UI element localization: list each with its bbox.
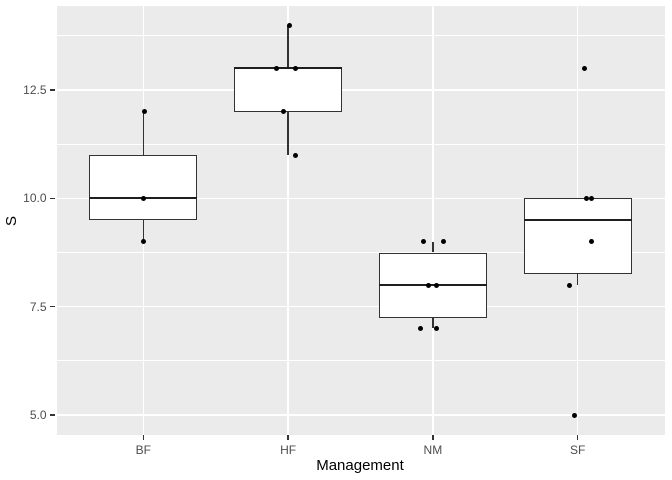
gridline-major-y [56,89,665,91]
box-BF [89,155,198,220]
gridline-major-x [287,5,289,435]
box-HF [234,68,343,112]
data-point [418,325,424,331]
data-point [588,195,594,201]
whisker-lower [576,274,579,285]
y-tick-mark [50,197,55,199]
gridline-minor-y [56,252,665,253]
data-point [273,65,279,71]
data-point [141,239,147,245]
data-point [571,412,577,418]
data-point [141,195,147,201]
median-line-NM [378,283,487,287]
x-axis-title: Management [316,457,404,474]
x-tick-mark [287,435,289,440]
gridline-major-y [56,414,665,416]
gridline-major-y [56,306,665,308]
data-point [441,239,447,245]
x-tick-mark [142,435,144,440]
whisker-lower [142,220,145,242]
x-tick-label: HF [280,443,297,457]
data-point [286,22,292,28]
data-point [433,282,439,288]
y-tick-mark [50,306,55,308]
whisker-upper [287,25,289,69]
gridline-minor-y [56,143,665,145]
median-line-HF [234,67,343,70]
y-tick-label: 12.5 [23,83,47,97]
data-point [434,325,440,331]
data-point [280,109,286,115]
y-axis-title: S [3,216,20,227]
x-tick-label: NM [423,443,443,457]
box-SF [523,198,632,275]
data-point [292,65,298,71]
whisker-upper [432,241,434,253]
x-tick-label: BF [135,443,152,457]
gridline-minor-y [56,35,665,37]
whisker-upper [142,111,145,155]
y-tick-mark [50,414,55,416]
data-point [583,195,589,201]
data-point [426,282,432,288]
gridline-minor-y [56,360,665,362]
gridline-major-x [432,5,434,435]
x-tick-label: SF [569,443,586,457]
data-point [292,152,298,158]
x-tick-mark [576,435,579,440]
whisker-lower [287,111,289,155]
y-tick-mark [50,89,55,91]
y-tick-label: 10.0 [23,191,47,206]
data-point [588,239,594,245]
data-point [581,65,587,71]
data-point [421,239,427,245]
median-line-SF [523,218,632,222]
data-point [566,282,572,288]
gridline-major-y [56,197,665,199]
data-point [141,109,147,115]
y-tick-label: 5.0 [29,408,47,422]
whisker-lower [432,317,434,329]
x-tick-mark [432,435,434,440]
y-tick-label: 7.5 [29,299,47,314]
